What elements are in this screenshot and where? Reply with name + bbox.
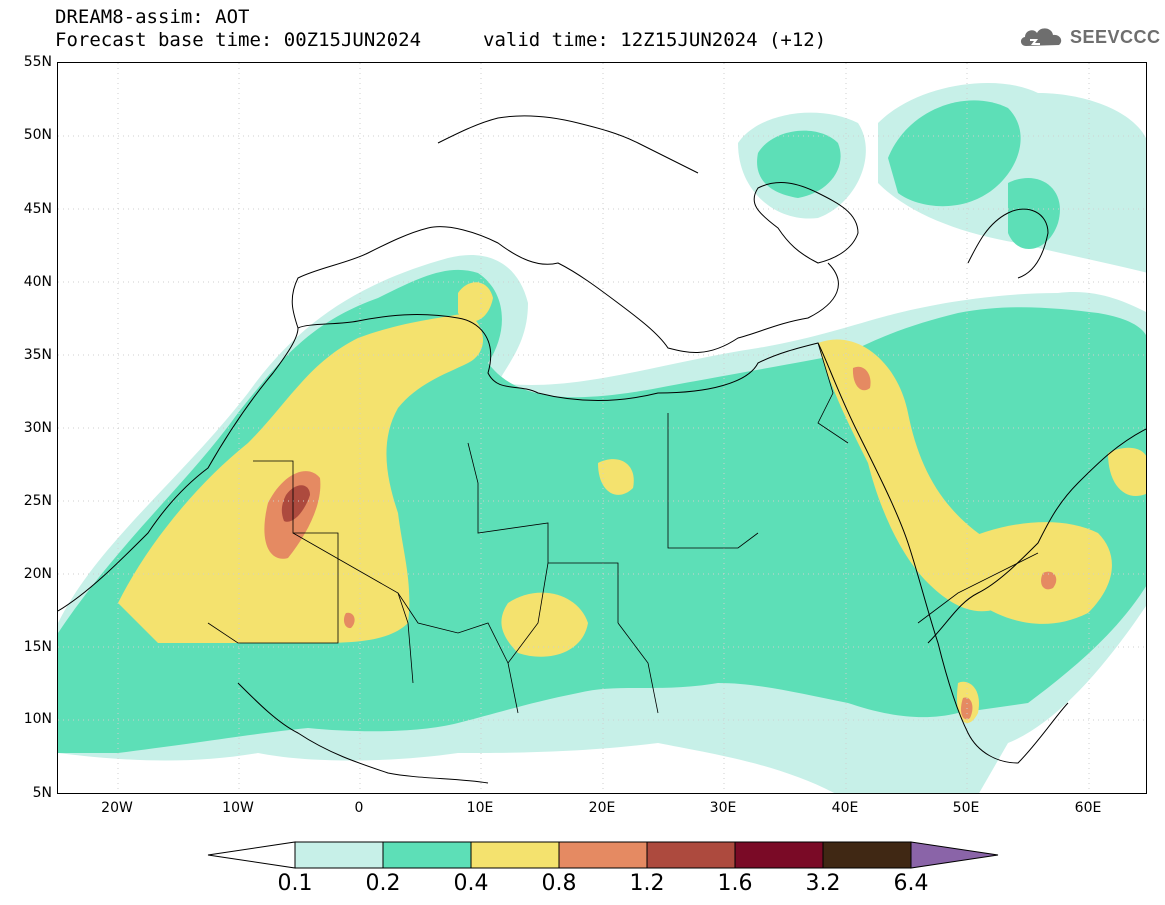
aot-band-1-2 (281, 485, 310, 522)
colorbar-label-3-2: 3.2 (805, 871, 841, 896)
colorbar-segment-3 (470, 841, 560, 869)
lon-label-10w: 10W (222, 800, 254, 816)
lat-label-50n: 50N (23, 127, 52, 143)
aot-contour-field (58, 63, 1146, 793)
lat-label-45n: 45N (23, 201, 52, 217)
colorbar-label-0-2: 0.2 (365, 871, 401, 896)
logo-text: SEEVCCC (1070, 26, 1161, 47)
lat-label-20n: 20N (23, 566, 52, 582)
colorbar-label-1-2: 1.2 (629, 871, 665, 896)
colorbar-label-0-1: 0.1 (277, 871, 313, 896)
colorbar-label-0-4: 0.4 (453, 871, 489, 896)
lat-label-25n: 25N (23, 493, 52, 509)
valid-time: valid time: 12Z15JUN2024 (+12) (483, 29, 827, 51)
colorbar-segment-4 (558, 841, 648, 869)
colorbar-segment-1 (294, 841, 384, 869)
colorbar-segment-2 (382, 841, 472, 869)
colorbar-segment-5 (646, 841, 736, 869)
lat-label-40n: 40N (23, 274, 52, 290)
lat-label-55n: 55N (23, 54, 52, 70)
cloud-icon (1020, 28, 1062, 46)
colorbar-segment-6 (734, 841, 824, 869)
lat-label-10n: 10N (23, 711, 52, 727)
lon-label-20e: 20E (588, 800, 616, 816)
lon-label-50e: 50E (952, 800, 980, 816)
lat-label-15n: 15N (23, 639, 52, 655)
lon-label-10e: 10E (466, 800, 494, 816)
lon-label-0: 0 (354, 800, 364, 816)
map-title: DREAM8-assim: AOT (55, 6, 250, 28)
lat-label-35n: 35N (23, 347, 52, 363)
country-borders (207, 342, 1039, 714)
colorbar-segment-under (207, 841, 296, 869)
lon-label-60e: 60E (1074, 800, 1102, 816)
colorbar-label-0-8: 0.8 (541, 871, 577, 896)
colorbar-label-1-6: 1.6 (717, 871, 753, 896)
lon-label-20w: 20W (101, 800, 133, 816)
lat-label-5n: 5N (32, 785, 52, 801)
forecast-base-time: Forecast base time: 00Z15JUN2024 (55, 29, 422, 51)
graticule (58, 63, 1146, 793)
lon-label-40e: 40E (831, 800, 859, 816)
lon-label-30e: 30E (709, 800, 737, 816)
lat-label-30n: 30N (23, 420, 52, 436)
colorbar-segment-7 (822, 841, 912, 869)
aot-colorbar (207, 841, 999, 869)
colorbar-label-6-4: 6.4 (893, 871, 929, 896)
coastlines (58, 115, 1146, 784)
colorbar-segment-over (910, 841, 999, 869)
seevccc-logo: SEEVCCC (1018, 24, 1161, 50)
aot-map (57, 62, 1147, 794)
